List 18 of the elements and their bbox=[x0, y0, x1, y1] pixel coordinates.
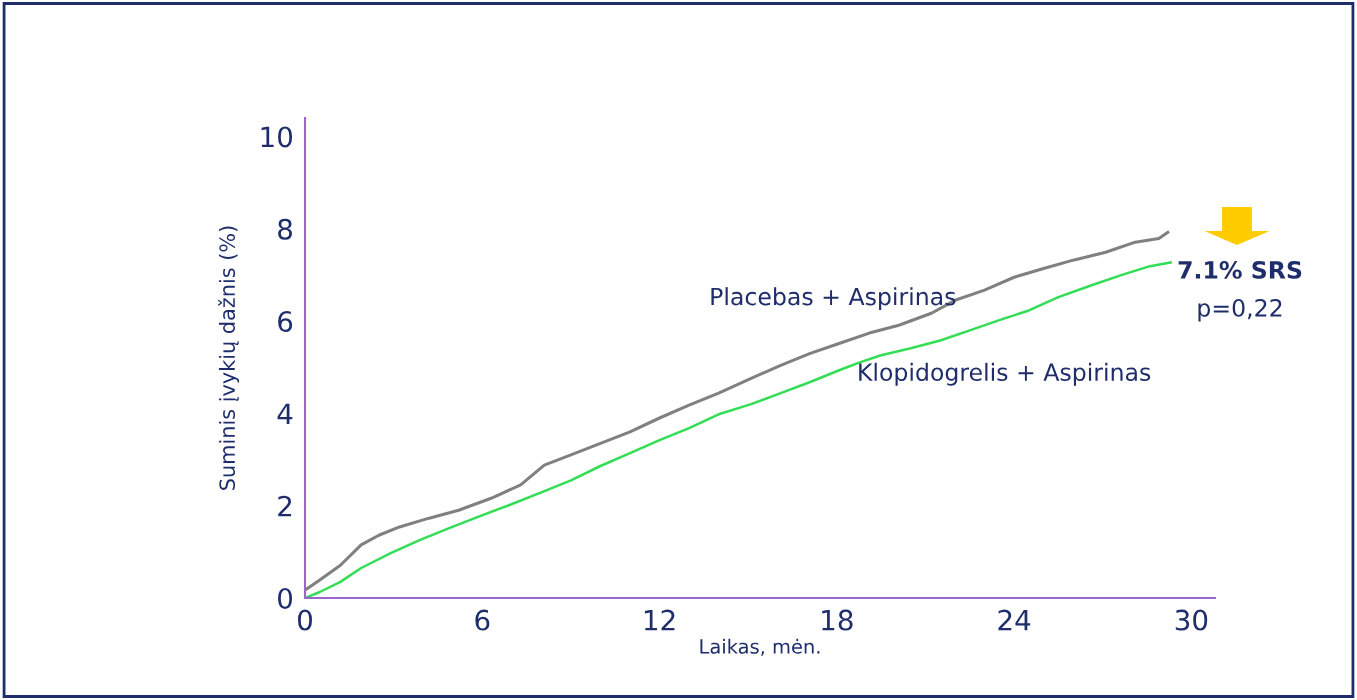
y-tick-label: 8 bbox=[278, 218, 292, 240]
x-tick-label: 6 bbox=[475, 609, 490, 631]
series-label: Klopidogrelis + Aspirinas bbox=[859, 362, 1151, 386]
y-tick-label: 0 bbox=[278, 587, 293, 609]
y-tick-label: 6 bbox=[278, 311, 293, 333]
series-label: Placebas + Aspirinas bbox=[711, 287, 956, 310]
x-axis-title: Laikas, mėn. bbox=[700, 638, 820, 656]
y-tick-label: 4 bbox=[277, 403, 293, 424]
x-tick-label: 0 bbox=[297, 609, 312, 631]
x-tick-label: 30 bbox=[1175, 609, 1208, 631]
x-tick-label: 24 bbox=[998, 609, 1031, 631]
y-tick-label: 2 bbox=[278, 495, 292, 517]
annotation: 7.1% SRS bbox=[1178, 260, 1302, 279]
annotation: p=0,22 bbox=[1198, 298, 1282, 322]
y-axis-title: Suminis įvykių dažnis (%) bbox=[218, 226, 240, 490]
y-tick-label: 10 bbox=[261, 126, 293, 148]
x-tick-label: 18 bbox=[822, 609, 853, 631]
x-tick-label: 12 bbox=[644, 609, 675, 631]
